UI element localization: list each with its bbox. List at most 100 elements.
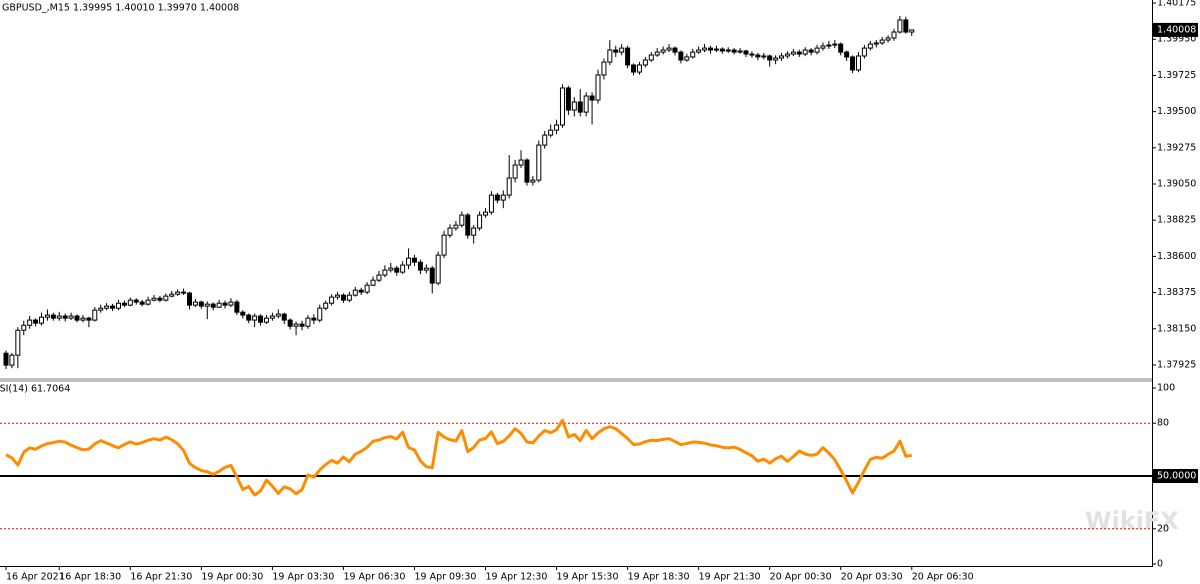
watermark: WikiFX	[1085, 507, 1179, 535]
candle-body	[204, 303, 210, 307]
candle-body	[157, 297, 163, 301]
y-tick-label: 20	[1157, 523, 1169, 534]
candle-body	[483, 211, 489, 216]
candle-body	[731, 49, 737, 53]
candle-body	[263, 317, 269, 323]
time-tick-label: 19 Apr 15:30	[557, 572, 619, 583]
candle-body	[755, 54, 761, 58]
candle-body	[192, 301, 198, 306]
candle-body	[548, 129, 554, 136]
candle-body	[761, 55, 767, 58]
candle-body	[305, 317, 311, 327]
candle-body	[583, 95, 589, 113]
candle-body	[696, 49, 702, 53]
candle-body	[435, 254, 441, 284]
candle-body	[33, 319, 39, 324]
candle-body	[340, 294, 346, 301]
candle-body	[784, 53, 790, 57]
candle-body	[281, 313, 287, 321]
candle-body	[441, 234, 447, 256]
time-tick-label: 19 Apr 06:30	[343, 572, 405, 583]
indicator-line	[5, 418, 912, 497]
candle-body	[613, 49, 619, 53]
candle-body	[222, 302, 228, 306]
candle-body	[477, 214, 483, 229]
candle-body	[293, 323, 299, 327]
candle-body	[21, 324, 27, 331]
candle-body	[352, 289, 358, 296]
candle-body	[56, 315, 62, 319]
time-tick-label: 20 Apr 06:30	[912, 572, 974, 583]
candle-body	[358, 289, 364, 293]
current-price-box	[1153, 22, 1198, 37]
y-tick-label: 1.38600	[1157, 251, 1196, 262]
candle-body	[559, 87, 565, 126]
candle-body	[773, 57, 779, 61]
candle-body	[737, 50, 743, 53]
candle-body	[826, 44, 832, 47]
candle-body	[725, 49, 731, 52]
time-tick-label: 16 Apr 18:30	[59, 572, 121, 583]
y-tick-label: 0	[1157, 559, 1163, 570]
y-tick-label: 1.38375	[1157, 287, 1196, 298]
candle-body	[453, 224, 459, 229]
current-price-label: 1.40008	[1157, 24, 1196, 35]
candle-body	[625, 47, 631, 66]
candle-body	[713, 48, 719, 51]
candle-body	[27, 319, 33, 326]
candle-body	[127, 299, 133, 306]
candle-body	[269, 315, 275, 319]
candle-body	[595, 74, 601, 101]
candle-body	[885, 37, 891, 41]
candle-body	[536, 144, 542, 181]
candle-body	[376, 274, 382, 281]
candle-body	[607, 49, 613, 63]
candle-body	[417, 261, 423, 271]
candle-body	[388, 267, 394, 271]
candle-body	[879, 39, 885, 44]
y-tick-label: 1.38150	[1157, 323, 1196, 334]
time-tick-label: 19 Apr 12:30	[486, 572, 548, 583]
candle-body	[9, 354, 15, 366]
candle-body	[198, 301, 204, 307]
candle-body	[104, 305, 110, 309]
candle-body	[512, 164, 518, 179]
y-tick-label: 1.40175	[1157, 0, 1196, 9]
candle-body	[258, 315, 264, 323]
candle-body	[411, 257, 417, 263]
y-tick-label: 1.39275	[1157, 142, 1196, 153]
candle-body	[861, 47, 867, 57]
candle-body	[814, 47, 820, 53]
candle-body	[299, 323, 305, 327]
candle-body	[163, 295, 169, 301]
time-tick-label: 16 Apr 2021	[6, 572, 65, 583]
candle-body	[121, 302, 127, 306]
candle-body	[39, 316, 45, 324]
candle-body	[74, 315, 80, 321]
candle-body	[62, 315, 68, 319]
candle-body	[181, 291, 187, 294]
candle-body	[767, 55, 773, 61]
candle-body	[145, 299, 151, 305]
time-tick-label: 16 Apr 21:30	[130, 572, 192, 583]
candle-body	[524, 159, 530, 183]
candle-body	[873, 42, 879, 45]
candle-body	[601, 61, 607, 76]
candle-body	[364, 284, 370, 293]
candle-body	[370, 279, 376, 286]
candle-body	[169, 293, 175, 297]
candle-body	[571, 101, 577, 111]
candle-body	[317, 307, 323, 321]
candle-body	[68, 315, 74, 319]
candle-body	[642, 59, 648, 66]
candle-body	[565, 87, 571, 111]
candle-body	[210, 303, 216, 308]
candle-body	[690, 51, 696, 58]
candle-body	[287, 319, 293, 327]
time-tick-label: 19 Apr 00:30	[201, 572, 263, 583]
candle-body	[554, 124, 560, 131]
candles	[3, 15, 915, 369]
candle-body	[832, 43, 838, 46]
candle-body	[796, 51, 802, 55]
